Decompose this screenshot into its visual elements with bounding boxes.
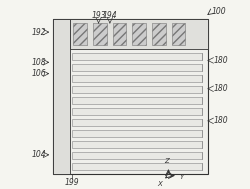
Text: 180: 180	[214, 84, 228, 93]
Text: 106: 106	[32, 69, 47, 78]
Bar	[72, 130, 203, 137]
Text: 199: 199	[65, 178, 80, 187]
Bar	[72, 141, 203, 148]
Bar	[72, 97, 203, 104]
Bar	[112, 23, 126, 45]
Bar	[72, 152, 203, 159]
Bar	[93, 23, 107, 45]
Bar	[53, 19, 70, 174]
Text: 192: 192	[32, 28, 47, 37]
Text: 180: 180	[214, 56, 228, 65]
Bar	[53, 19, 208, 174]
Text: 194: 194	[102, 11, 117, 20]
Bar	[72, 163, 203, 170]
Text: X: X	[157, 181, 162, 187]
Text: Z: Z	[164, 158, 168, 164]
Bar	[72, 64, 203, 71]
Bar	[72, 75, 203, 82]
Text: Y: Y	[180, 174, 184, 180]
Text: 100: 100	[212, 7, 226, 16]
Bar	[132, 23, 146, 45]
Text: 104: 104	[32, 150, 47, 159]
Text: 108: 108	[32, 58, 47, 67]
Text: 180: 180	[214, 116, 228, 125]
Bar	[73, 23, 87, 45]
Bar	[70, 19, 208, 49]
Bar	[72, 53, 203, 60]
Bar	[72, 86, 203, 93]
Bar	[72, 108, 203, 115]
Bar	[172, 23, 185, 45]
Text: 193: 193	[91, 11, 106, 20]
Bar	[72, 119, 203, 126]
Bar	[152, 23, 166, 45]
